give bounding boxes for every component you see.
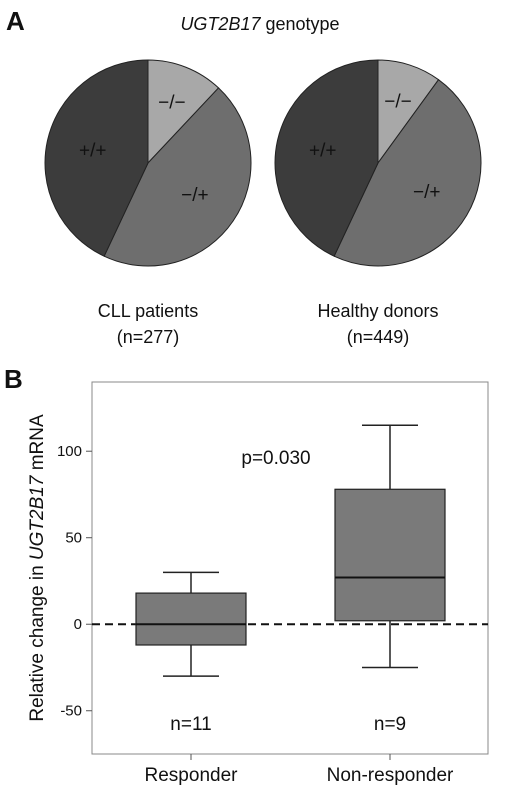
genotype-title: UGT2B17 genotype (180, 14, 339, 34)
pie-slice (44, 59, 149, 257)
y-axis-label: Relative change in UGT2B17 mRNA (27, 414, 48, 722)
iqr-box (334, 488, 446, 622)
boxplot-frame (91, 381, 489, 755)
iqr-box (135, 592, 247, 646)
box-non-responder: n=9 Non-responder (327, 424, 454, 786)
pie-cll: −/− −/+ +/+ (44, 59, 252, 267)
pie-slice-label: +/+ (79, 141, 106, 162)
pie-slice (274, 59, 379, 257)
pie-group-n-cll: (n=277) (117, 327, 180, 347)
boxplot: -50 0 50 100 n=11 Responder n=9 Non-responder (57, 424, 488, 786)
box-responder: n=11 Responder (135, 571, 247, 786)
y-axis-label-gene: UGT2B17 (27, 474, 48, 560)
pie-slice-label: −/+ (181, 185, 208, 206)
y-tick-label: 100 (57, 443, 82, 460)
genotype-title-gene: UGT2B17 (180, 14, 261, 34)
genotype-title-rest: genotype (260, 14, 339, 34)
pie-slice-label: +/+ (309, 141, 336, 162)
pie-slice (147, 59, 220, 165)
y-tick-label: 0 (74, 616, 82, 633)
box-n-label: n=11 (170, 714, 211, 735)
x-category-label: Non-responder (327, 765, 454, 786)
pie-slice-label: −/− (384, 91, 411, 112)
x-category-label: Responder (145, 765, 239, 786)
panel-b-letter: B (4, 364, 23, 394)
pie-healthy: −/− −/+ +/+ (274, 59, 482, 267)
pie-slice (103, 87, 252, 267)
pie-group-name-cll: CLL patients (98, 301, 198, 321)
pie-group-name-healthy: Healthy donors (317, 301, 438, 321)
y-tick-label: -50 (60, 703, 82, 720)
box-n-label: n=9 (374, 714, 406, 735)
y-axis-label-pre: Relative change in (27, 560, 48, 722)
pie-charts: −/− −/+ +/+ −/− −/+ +/+ (44, 59, 482, 267)
pie-slice (333, 78, 482, 267)
pie-slice-label: −/− (158, 93, 185, 114)
y-tick-label: 50 (65, 530, 82, 547)
panel-a-letter: A (6, 6, 25, 36)
pie-group-n-healthy: (n=449) (347, 327, 410, 347)
pie-slice-label: −/+ (413, 182, 440, 203)
y-axis-label-post: mRNA (27, 414, 48, 476)
p-value-annotation: p=0.030 (241, 448, 310, 469)
